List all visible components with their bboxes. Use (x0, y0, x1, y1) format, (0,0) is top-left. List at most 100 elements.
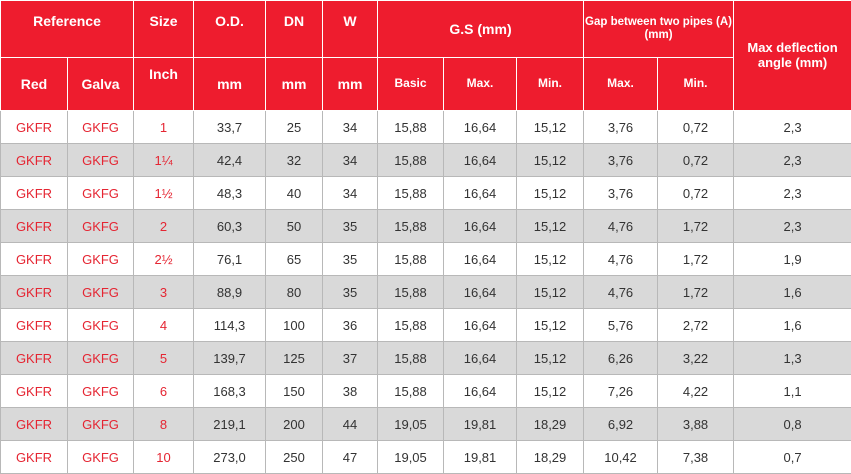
cell-w: 38 (323, 375, 378, 408)
cell-max-deflection: 0,7 (734, 441, 851, 474)
cell-ref-red: GKFR (1, 111, 68, 144)
cell-gs-basic: 15,88 (378, 342, 444, 375)
header-dn: DN (266, 1, 323, 58)
cell-gap-min: 1,72 (658, 276, 734, 309)
cell-gs-basic: 19,05 (378, 408, 444, 441)
cell-dn: 32 (266, 144, 323, 177)
cell-size: 1¼ (134, 144, 194, 177)
cell-size: 3 (134, 276, 194, 309)
cell-ref-galva: GKFG (68, 408, 134, 441)
cell-size: 5 (134, 342, 194, 375)
cell-gap-max: 6,26 (584, 342, 658, 375)
cell-gs-max: 16,64 (444, 375, 517, 408)
cell-gs-max: 16,64 (444, 177, 517, 210)
cell-gap-max: 3,76 (584, 177, 658, 210)
cell-od: 88,9 (194, 276, 266, 309)
header-gs: G.S (mm) (378, 1, 584, 58)
cell-gs-min: 15,12 (517, 111, 584, 144)
cell-dn: 250 (266, 441, 323, 474)
header-size: Size (134, 1, 194, 58)
cell-gap-min: 2,72 (658, 309, 734, 342)
cell-gs-max: 16,64 (444, 210, 517, 243)
header-dn-unit: mm (266, 58, 323, 111)
header-row-2: Red Galva Inch mm mm mm Basic Max. Min. … (1, 58, 851, 111)
cell-w: 36 (323, 309, 378, 342)
cell-gs-max: 16,64 (444, 309, 517, 342)
cell-gap-max: 4,76 (584, 276, 658, 309)
cell-ref-galva: GKFG (68, 309, 134, 342)
cell-w: 35 (323, 276, 378, 309)
cell-gap-max: 5,76 (584, 309, 658, 342)
cell-dn: 40 (266, 177, 323, 210)
cell-dn: 50 (266, 210, 323, 243)
cell-gs-basic: 15,88 (378, 210, 444, 243)
cell-od: 273,0 (194, 441, 266, 474)
header-galva: Galva (68, 58, 134, 111)
cell-ref-red: GKFR (1, 408, 68, 441)
cell-w: 35 (323, 210, 378, 243)
cell-dn: 200 (266, 408, 323, 441)
cell-gs-min: 15,12 (517, 177, 584, 210)
header-od-unit: mm (194, 58, 266, 111)
cell-w: 37 (323, 342, 378, 375)
cell-gap-max: 7,26 (584, 375, 658, 408)
cell-ref-galva: GKFG (68, 177, 134, 210)
cell-w: 47 (323, 441, 378, 474)
cell-gs-basic: 15,88 (378, 111, 444, 144)
cell-max-deflection: 2,3 (734, 144, 851, 177)
header-gap-min: Min. (658, 58, 734, 111)
cell-ref-galva: GKFG (68, 111, 134, 144)
cell-max-deflection: 1,6 (734, 309, 851, 342)
cell-ref-red: GKFR (1, 177, 68, 210)
cell-size: 2½ (134, 243, 194, 276)
cell-max-deflection: 1,3 (734, 342, 851, 375)
cell-ref-red: GKFR (1, 144, 68, 177)
cell-dn: 65 (266, 243, 323, 276)
cell-od: 33,7 (194, 111, 266, 144)
cell-ref-galva: GKFG (68, 441, 134, 474)
cell-gs-max: 19,81 (444, 408, 517, 441)
cell-od: 76,1 (194, 243, 266, 276)
cell-gs-min: 15,12 (517, 144, 584, 177)
cell-gs-min: 15,12 (517, 243, 584, 276)
cell-dn: 100 (266, 309, 323, 342)
header-w: W (323, 1, 378, 58)
cell-gap-max: 6,92 (584, 408, 658, 441)
cell-w: 35 (323, 243, 378, 276)
cell-size: 4 (134, 309, 194, 342)
cell-gs-min: 15,12 (517, 276, 584, 309)
cell-od: 48,3 (194, 177, 266, 210)
cell-ref-galva: GKFG (68, 144, 134, 177)
cell-gap-min: 3,22 (658, 342, 734, 375)
cell-ref-red: GKFR (1, 210, 68, 243)
cell-gs-min: 18,29 (517, 441, 584, 474)
cell-gs-min: 15,12 (517, 309, 584, 342)
cell-gs-min: 18,29 (517, 408, 584, 441)
header-od: O.D. (194, 1, 266, 58)
cell-dn: 25 (266, 111, 323, 144)
cell-od: 219,1 (194, 408, 266, 441)
header-row-1: Reference Size O.D. DN W G.S (mm) Gap be… (1, 1, 851, 58)
cell-w: 34 (323, 144, 378, 177)
header-reference: Reference (1, 1, 134, 58)
cell-gap-max: 10,42 (584, 441, 658, 474)
cell-gs-basic: 15,88 (378, 276, 444, 309)
cell-od: 60,3 (194, 210, 266, 243)
header-gs-min: Min. (517, 58, 584, 111)
cell-gs-min: 15,12 (517, 210, 584, 243)
cell-gs-basic: 15,88 (378, 309, 444, 342)
cell-gap-min: 1,72 (658, 210, 734, 243)
header-gs-max: Max. (444, 58, 517, 111)
cell-max-deflection: 1,9 (734, 243, 851, 276)
cell-od: 42,4 (194, 144, 266, 177)
cell-od: 114,3 (194, 309, 266, 342)
cell-gap-max: 4,76 (584, 210, 658, 243)
cell-ref-red: GKFR (1, 375, 68, 408)
